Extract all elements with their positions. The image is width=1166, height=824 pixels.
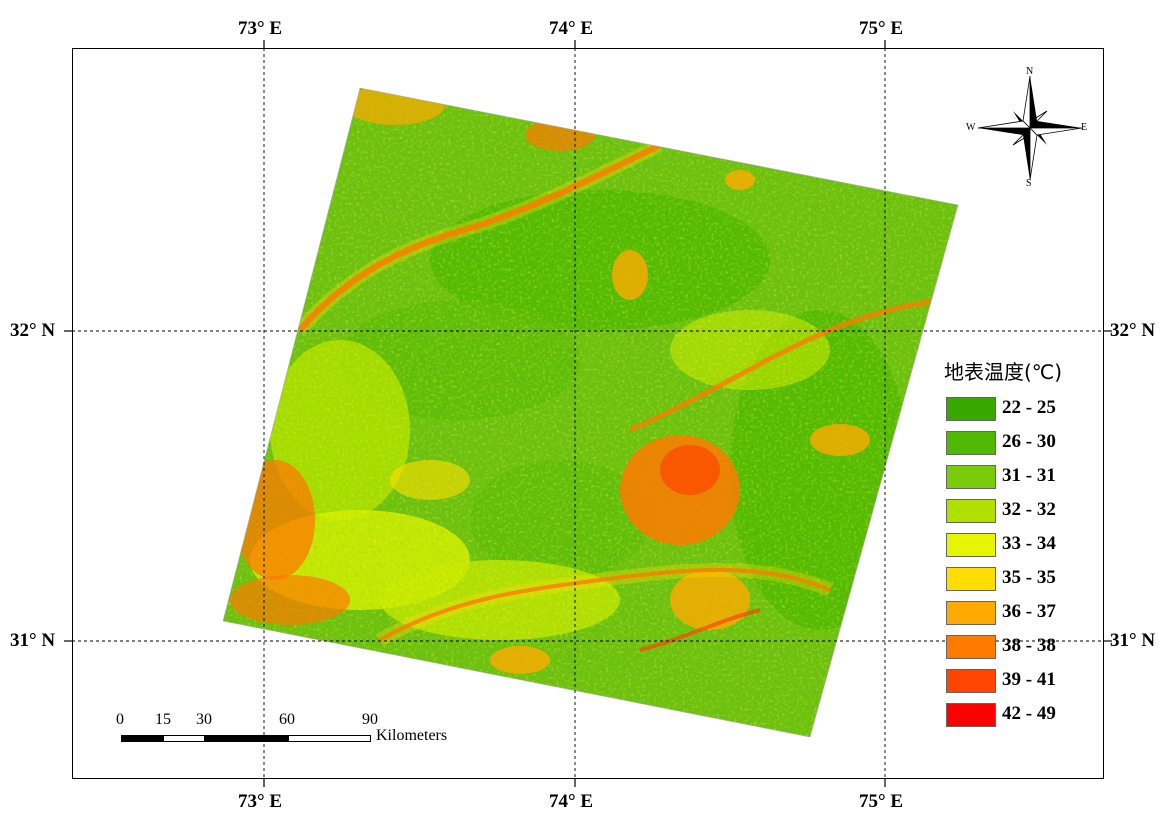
- legend-swatch: [946, 635, 996, 659]
- legend-label: 31 - 31: [1002, 465, 1056, 486]
- legend-label: 22 - 25: [1002, 397, 1056, 418]
- scale-segment: [288, 735, 371, 742]
- graticule-ticks: [64, 40, 1112, 787]
- land-surface-temperature-raster: [223, 88, 958, 737]
- scale-segment: [163, 735, 205, 742]
- map-frame: [72, 48, 1104, 779]
- legend-label: 39 - 41: [1002, 669, 1056, 690]
- legend-swatch: [946, 669, 996, 693]
- legend-label: 26 - 30: [1002, 431, 1056, 452]
- top-longitude-label-74: 74° E: [549, 18, 594, 39]
- legend-label: 32 - 32: [1002, 499, 1056, 520]
- graticule: [72, 48, 1104, 779]
- scale-tick-label: 0: [116, 711, 124, 728]
- legend-swatch: [946, 499, 996, 523]
- compass-east-label: E: [1081, 122, 1088, 133]
- legend-swatch: [946, 533, 996, 557]
- compass-south-label: S: [1026, 178, 1032, 189]
- scale-tick-label: 15: [155, 711, 171, 728]
- scale-units-label: Kilometers: [376, 727, 448, 744]
- bottom-longitude-label-74: 74° E: [549, 791, 594, 812]
- compass-north-label: N: [1026, 66, 1034, 77]
- right-latitude-label-31: 31° N: [1110, 630, 1156, 651]
- legend-label: 36 - 37: [1002, 601, 1056, 622]
- legend-label: 35 - 35: [1002, 567, 1056, 588]
- compass-rose-icon: [977, 75, 1083, 181]
- legend-swatch: [946, 703, 996, 727]
- compass-rose: N S E W: [964, 66, 1090, 190]
- bottom-longitude-label-75: 75° E: [859, 791, 904, 812]
- top-longitude-label-75: 75° E: [859, 18, 904, 39]
- compass-west-label: W: [966, 122, 976, 133]
- legend-swatch: [946, 567, 996, 591]
- legend-swatch: [946, 465, 996, 489]
- legend-label: 38 - 38: [1002, 635, 1056, 656]
- scale-segment: [121, 735, 163, 742]
- scale-segment: [205, 735, 288, 742]
- left-latitude-label-32: 32° N: [10, 320, 56, 341]
- legend-swatch: [946, 397, 996, 421]
- scale-tick-label: 30: [196, 711, 212, 728]
- scene-outline: [222, 87, 959, 738]
- legend-swatch: [946, 431, 996, 455]
- left-latitude-label-31: 31° N: [10, 630, 56, 651]
- scale-tick-label: 60: [279, 711, 295, 728]
- scale-tick-label: 90: [362, 711, 378, 728]
- legend-title: 地表温度(℃): [944, 360, 1063, 384]
- legend-label: 42 - 49: [1002, 703, 1056, 724]
- scale-bar: 0 15 30 60 90 Kilometers: [110, 711, 490, 751]
- right-latitude-label-32: 32° N: [1110, 320, 1156, 341]
- bottom-longitude-label-73: 73° E: [238, 791, 283, 812]
- legend-label: 33 - 34: [1002, 533, 1056, 554]
- top-longitude-label-73: 73° E: [238, 18, 283, 39]
- legend-swatch: [946, 601, 996, 625]
